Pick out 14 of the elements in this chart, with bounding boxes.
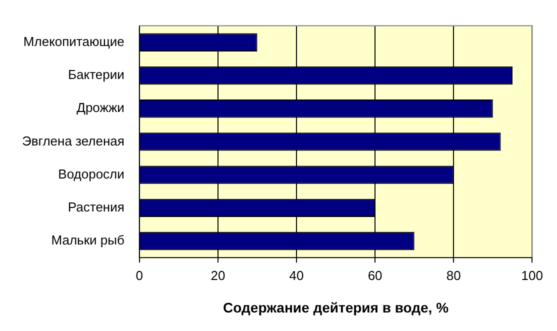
- x-tick-label: 20: [210, 268, 226, 283]
- y-tick-label: Водоросли: [58, 166, 124, 182]
- y-tick-label: Растения: [68, 200, 124, 215]
- y-tick-label: Млекопитающие: [23, 34, 124, 49]
- x-tick-label: 40: [289, 268, 304, 283]
- x-tick-label: 100: [521, 268, 544, 283]
- x-tick-label: 0: [136, 268, 144, 283]
- x-axis-title: Содержание дейтерия в воде, %: [223, 299, 450, 316]
- x-tick-label: 60: [368, 268, 382, 283]
- x-tick-label: 80: [446, 268, 461, 283]
- y-tick-label: Дрожжи: [76, 100, 124, 116]
- y-tick-label: Мальки рыб: [51, 232, 124, 248]
- y-tick-label: Эвглена зеленая: [22, 133, 124, 148]
- y-tick-label: Бактерии: [68, 67, 124, 82]
